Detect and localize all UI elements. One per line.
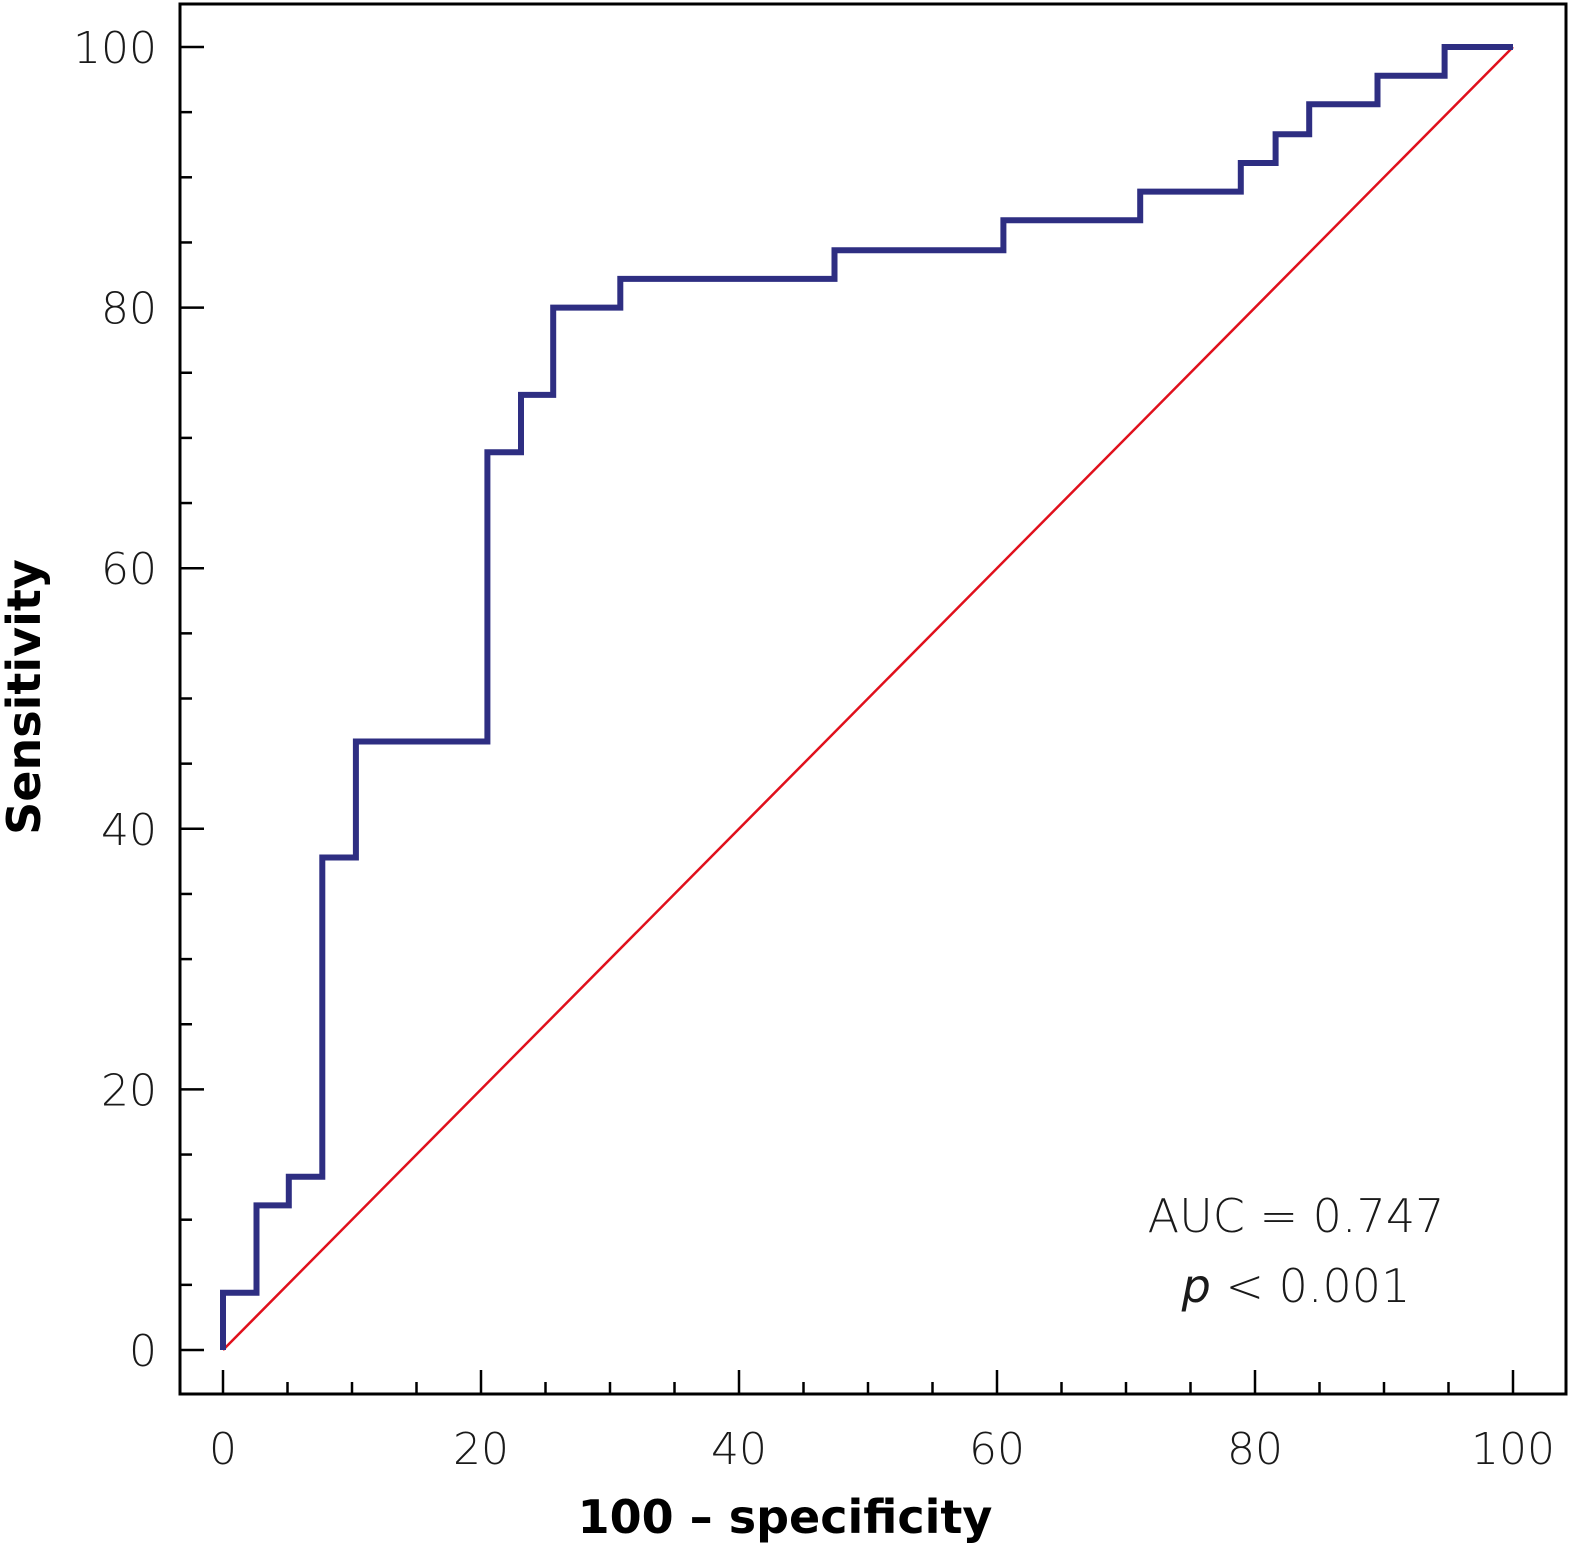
x-axis-title: 100 – specificity — [578, 1490, 993, 1544]
y-tick-label: 40 — [101, 805, 157, 856]
minor-ticks — [180, 110, 1450, 1394]
p-symbol: p — [1181, 1259, 1211, 1313]
y-tick-label: 60 — [101, 544, 157, 595]
tick-labels: 0 20 40 60 80 100 0 20 40 60 80 100 — [73, 23, 1555, 1475]
roc-curve-line — [220, 44, 1513, 1350]
x-tick-label: 80 — [1227, 1424, 1283, 1475]
reference-diagonal-line — [222, 46, 1514, 1351]
y-tick-label: 20 — [101, 1065, 157, 1116]
y-tick-label: 0 — [129, 1326, 157, 1377]
x-tick-label: 60 — [969, 1424, 1025, 1475]
p-value-text: < 0.001 — [1211, 1259, 1410, 1313]
x-tick-label: 0 — [209, 1424, 237, 1475]
x-tick-label: 100 — [1471, 1424, 1555, 1475]
plot-frame — [178, 2, 1568, 1396]
p-value-annotation: p < 0.001 — [1181, 1259, 1411, 1313]
auc-annotation: AUC = 0.747 — [1148, 1189, 1445, 1243]
x-tick-label: 40 — [711, 1424, 767, 1475]
x-tick-label: 20 — [453, 1424, 509, 1475]
y-tick-label: 80 — [101, 284, 157, 335]
y-tick-label: 100 — [73, 23, 157, 74]
y-axis-title: Sensitivity — [0, 559, 51, 835]
major-ticks — [180, 45, 1515, 1394]
